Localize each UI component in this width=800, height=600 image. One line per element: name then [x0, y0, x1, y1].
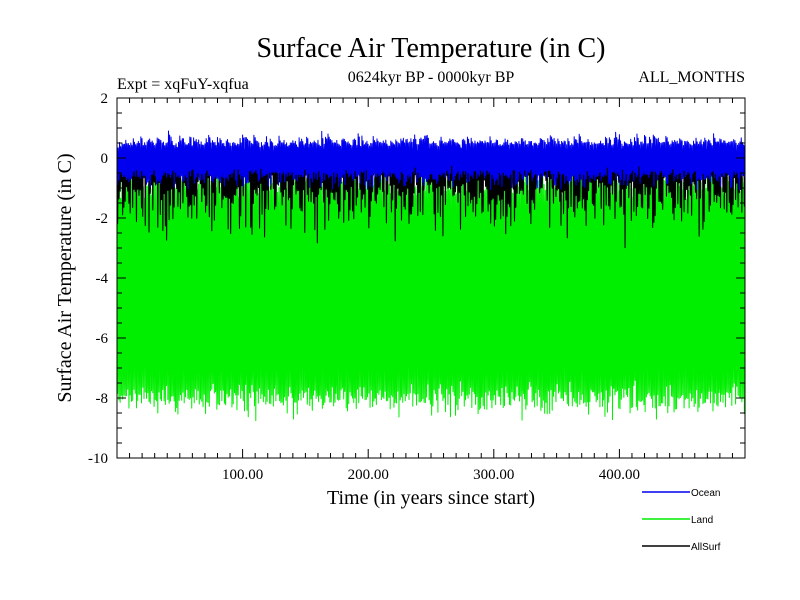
- x-tick-label: 400.00: [599, 467, 640, 483]
- y-tick-label: 0: [101, 151, 109, 167]
- y-tick-label: -8: [96, 391, 109, 407]
- y-tick-label: 2: [101, 91, 109, 107]
- y-axis-label: Surface Air Temperature (in C): [54, 153, 76, 402]
- legend-label-ocean: Ocean: [691, 488, 720, 499]
- x-axis-label: Time (in years since start): [327, 487, 535, 509]
- y-tick-label: -4: [96, 271, 109, 287]
- tick-layer: 100.00 200.00 300.00 400.00 2 0 -2 -4 -6 -8 -10: [88, 91, 745, 483]
- y-tick-label: -10: [88, 451, 108, 467]
- experiment-label: Expt = xqFuY-xqfua: [117, 76, 249, 93]
- x-tick-label: 300.00: [473, 467, 514, 483]
- series-layer: [116, 130, 746, 422]
- legend-label-land: Land: [691, 515, 713, 526]
- x-tick-label: 100.00: [222, 467, 263, 483]
- plot-area: 100.00 200.00 300.00 400.00 2 0 -2 -4 -6 -8 -10: [88, 91, 746, 483]
- y-tick-label: -6: [96, 331, 109, 347]
- legend: Ocean Land AllSurf: [642, 488, 721, 553]
- series-line-ocean: [116, 130, 746, 191]
- chart-title: Surface Air Temperature (in C): [257, 33, 606, 64]
- y-tick-label: -2: [96, 211, 109, 227]
- months-label: ALL_MONTHS: [638, 69, 745, 86]
- time-range-subtitle: 0624kyr BP - 0000kyr BP: [348, 69, 515, 86]
- x-tick-label: 200.00: [348, 467, 389, 483]
- legend-label-allsurf: AllSurf: [691, 542, 721, 553]
